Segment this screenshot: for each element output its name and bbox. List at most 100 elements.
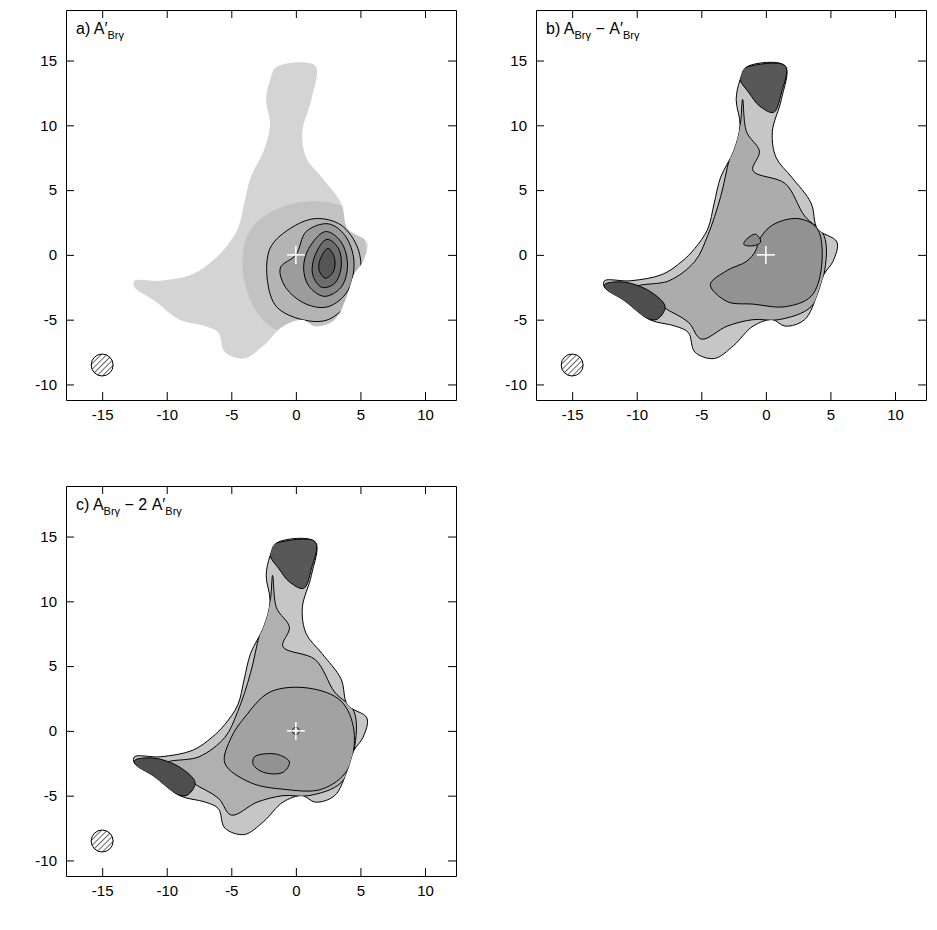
tick: -10 <box>505 376 544 393</box>
tick-mark <box>701 392 702 400</box>
contour <box>319 248 335 278</box>
tick <box>701 10 702 18</box>
contour <box>243 201 368 334</box>
tick-label: 10 <box>417 406 434 423</box>
title-subscript: Brγ <box>574 29 591 41</box>
tick-mark <box>66 125 74 126</box>
tick <box>360 10 361 18</box>
contour <box>637 99 827 339</box>
tick-label: 15 <box>510 52 527 69</box>
tick <box>448 860 456 861</box>
tick-mark <box>231 868 232 876</box>
tick <box>448 125 456 126</box>
tick-mark <box>296 868 297 876</box>
panel: -15-10-50510-10-5051015c) ABrγ − 2 A′Brγ <box>35 486 456 899</box>
axis-line <box>926 11 927 401</box>
title-part: − 2 A′ <box>120 496 165 513</box>
tick: 10 <box>510 117 544 134</box>
tick-mark <box>66 190 74 191</box>
axis-line <box>67 486 457 487</box>
tick-label: 0 <box>519 246 527 263</box>
tick <box>448 796 456 797</box>
tick-label: -5 <box>225 882 238 899</box>
tick <box>425 10 426 18</box>
tick-label: 10 <box>40 117 57 134</box>
contour <box>280 224 354 308</box>
tick <box>167 10 168 18</box>
tick-mark <box>102 392 103 400</box>
axis-line <box>67 10 457 11</box>
x-axis: -15 -10 -5 0 5 10 <box>537 392 927 423</box>
tick: 15 <box>510 52 544 69</box>
tick: 0 <box>519 246 544 263</box>
tick-mark <box>448 601 456 602</box>
tick <box>830 10 831 18</box>
tick-mark <box>448 860 456 861</box>
tick-mark <box>918 61 926 62</box>
title-subscript: Brγ <box>165 505 182 517</box>
tick-label: 5 <box>357 882 365 899</box>
tick-mark <box>425 486 426 494</box>
tick <box>637 10 638 18</box>
emission-region <box>133 62 367 358</box>
tick-mark <box>448 537 456 538</box>
title-part: c) A <box>76 496 104 513</box>
tick: 10 <box>887 392 904 423</box>
tick-mark <box>448 125 456 126</box>
tick-mark <box>296 10 297 18</box>
panel: -15-10-50510-10-5051015a) A′Brγ <box>35 10 456 423</box>
tick: -5 <box>514 311 544 328</box>
tick <box>448 601 456 602</box>
tick <box>448 666 456 667</box>
tick: 0 <box>762 392 770 423</box>
axis-line <box>536 11 537 401</box>
panel-title: a) A′Brγ <box>76 20 124 41</box>
tick <box>296 486 297 494</box>
y-axis-right <box>918 11 927 401</box>
tick-label: -15 <box>92 882 114 899</box>
y-axis: -10-5051015 <box>505 11 544 401</box>
tick-mark <box>66 666 74 667</box>
y-axis-right <box>448 11 457 401</box>
tick-mark <box>360 392 361 400</box>
tick-mark <box>448 255 456 256</box>
x-axis: -15-10-50510 <box>67 868 457 899</box>
tick: -15 <box>562 392 584 423</box>
tick-mark <box>918 125 926 126</box>
tick-mark <box>66 320 74 321</box>
tick-mark <box>637 10 638 18</box>
tick-mark <box>231 10 232 18</box>
tick <box>296 10 297 18</box>
panel: -15-10-50510-10-5051015b) ABrγ − A′Brγ <box>505 10 926 423</box>
tick-mark <box>66 731 74 732</box>
tick-mark <box>66 601 74 602</box>
tick: 5 <box>827 392 835 423</box>
tick <box>572 10 573 18</box>
tick-mark <box>66 61 74 62</box>
contour <box>744 234 761 246</box>
figure: -15-10-50510-10-5051015a) A′Brγ-15-10-50… <box>0 0 937 930</box>
title-subscript: Brγ <box>107 29 124 41</box>
tick <box>425 486 426 494</box>
tick-mark <box>296 392 297 400</box>
emission-region <box>603 62 837 358</box>
contour <box>134 758 195 796</box>
tick: -10 <box>156 868 178 899</box>
tick <box>918 61 926 62</box>
tick-label: 0 <box>49 722 57 739</box>
tick-label: -5 <box>695 406 708 423</box>
tick-mark <box>536 384 544 385</box>
tick: -5 <box>225 392 238 423</box>
tick-label: -10 <box>626 406 648 423</box>
tick <box>766 10 767 18</box>
tick-mark <box>448 796 456 797</box>
tick-mark <box>448 666 456 667</box>
tick-mark <box>360 10 361 18</box>
tick: -5 <box>695 392 708 423</box>
tick-mark <box>766 10 767 18</box>
tick-mark <box>766 392 767 400</box>
tick-mark <box>830 10 831 18</box>
title-part: a) A′ <box>76 20 107 37</box>
tick-mark <box>895 392 896 400</box>
tick: 15 <box>40 528 74 545</box>
